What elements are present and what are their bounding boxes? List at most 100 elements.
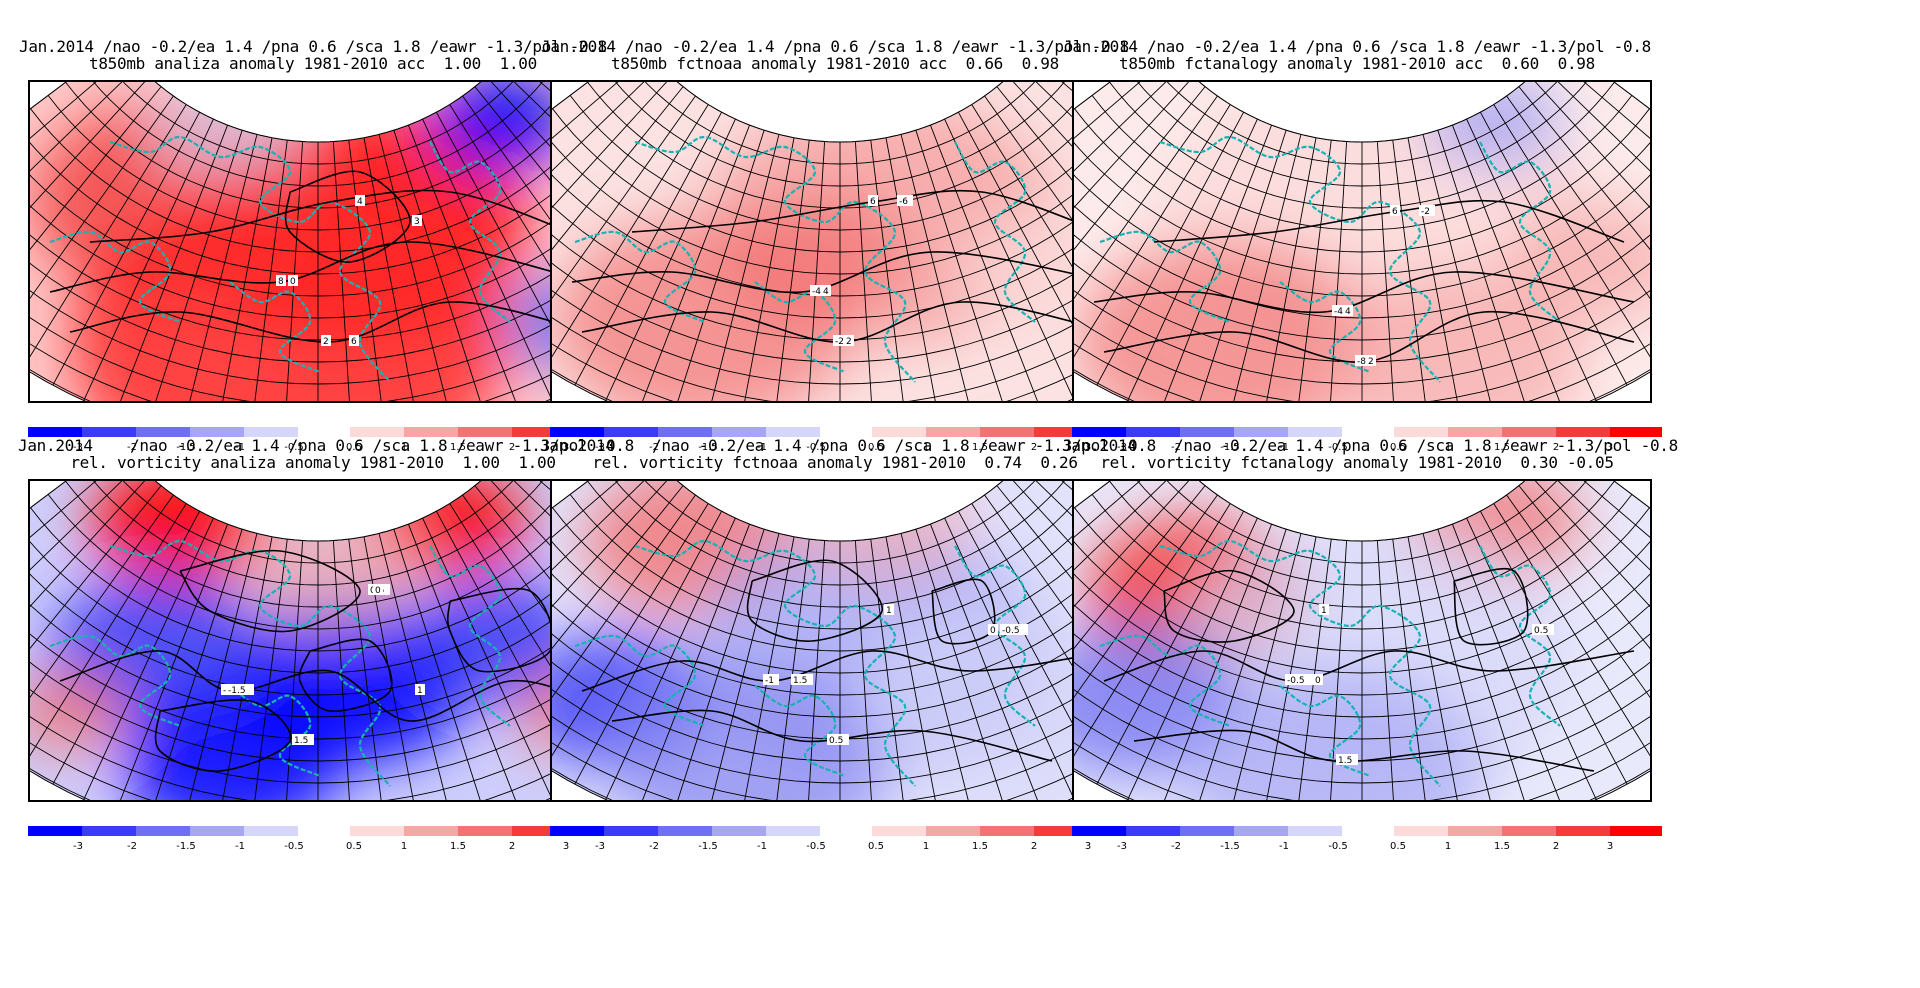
map-svg: -0.5 0.5 1 1.5 0 — [1074, 481, 1650, 800]
parallel-line — [1074, 121, 1650, 275]
meridian-line — [393, 130, 501, 401]
contour-label: -4 — [812, 287, 821, 297]
panel-vort-fctanalogy: Jan.2014 /nao -0.2/ea 1.4 /pna 0.6 /sca … — [1062, 437, 1678, 877]
parallel-line — [552, 108, 1128, 253]
parallel-line — [65, 481, 571, 608]
colorbar-svg: -3 -2 -1.5 -1 -0.5 0.5 1 1.5 2 3 — [550, 826, 1140, 852]
meridian-line — [552, 481, 672, 735]
meridian-line — [885, 137, 951, 401]
meridian-line — [1466, 118, 1614, 401]
coastlines — [574, 135, 1036, 383]
contour-line — [59, 650, 591, 722]
colorbar: -3 -2 -1.5 -1 -0.5 0.5 1 1.5 2 3 — [550, 826, 1140, 856]
colorbar-tick-label: 0.5 — [868, 841, 884, 852]
meridian-line — [657, 130, 765, 401]
meridian-line — [378, 533, 465, 800]
panel-title-line1: Jan.2014 /nao -0.2/ea 1.4 /pna 0.6 /sca … — [540, 436, 1156, 455]
meridian-line — [552, 86, 684, 360]
contour-label-bg — [288, 275, 298, 286]
meridian-line — [407, 523, 536, 800]
meridian-line — [30, 481, 139, 709]
coastlines — [574, 539, 1036, 787]
coastline — [574, 230, 706, 324]
contour-label-bg — [821, 285, 831, 296]
colorbar-swatch — [136, 826, 190, 836]
colorbar-tick-label: 1 — [923, 841, 929, 852]
colorbar-swatch — [1610, 427, 1662, 437]
contour-label: 2 — [846, 337, 852, 347]
colorbar-tick-label: -0.5 — [284, 442, 304, 453]
colorbar-tick-label: -1.5 — [176, 442, 196, 453]
panel-title-line2: t850mb fctanalogy anomaly 1981-2010 acc … — [1119, 54, 1595, 73]
contour-label: -2 — [1421, 207, 1430, 217]
graticule — [30, 82, 606, 401]
parallel-line — [1091, 95, 1633, 231]
colorbar-tick-label: 3 — [1607, 442, 1613, 453]
contour-labels: -8 -4 -2 2 4 6 — [1332, 205, 1435, 367]
meridian-line — [555, 510, 723, 800]
parallel-line — [1109, 82, 1615, 209]
coastline — [49, 230, 181, 324]
colorbar-tick-label: -1.5 — [698, 841, 718, 852]
colorbar-tick-label: -2 — [1171, 841, 1181, 852]
anomaly-region — [1504, 199, 1650, 325]
contour-label-bg — [1313, 674, 1323, 685]
meridian-line — [1518, 86, 1650, 360]
contour-line — [581, 650, 1113, 692]
map-frame: -8 -4 -2 2 4 6 — [1072, 80, 1652, 403]
parallel-line — [569, 494, 1111, 630]
map-sector: 2 0 4 3 6 8 — [30, 82, 606, 401]
meridian-line — [1074, 104, 1231, 401]
meridian-line — [588, 118, 736, 401]
colorbar-swatch — [872, 427, 926, 437]
colorbar-tick-label: 1 — [401, 841, 407, 852]
contour-label-bg — [1419, 205, 1435, 216]
meridian-line — [30, 481, 129, 682]
colorbar-swatch — [1448, 826, 1502, 836]
colorbar-swatch — [350, 826, 404, 836]
colorbar-tick-label: 1.5 — [972, 442, 988, 453]
graticule — [30, 481, 606, 800]
contour-label-bg — [373, 584, 383, 595]
meridian-line — [588, 517, 736, 800]
colorbar-swatch — [404, 427, 458, 437]
colorbar-svg: -3 -2 -1.5 -1 -0.5 0.5 1 1.5 2 3 — [1072, 826, 1662, 852]
contour-label-bg — [833, 335, 849, 346]
colorbar-swatch — [926, 826, 980, 836]
meridian-line — [378, 134, 465, 401]
anomaly-region — [240, 508, 420, 634]
colorbar-swatch — [1556, 826, 1610, 836]
colorbar: -3 -2 -1.5 -1 -0.5 0.5 1 1.5 2 3 — [550, 427, 1140, 457]
meridian-line — [1074, 503, 1231, 800]
contour-label-bg — [791, 674, 813, 685]
meridian-line — [1551, 481, 1650, 682]
parallel-line — [1144, 82, 1580, 165]
meridian-line — [552, 481, 651, 682]
meridian-line — [1518, 485, 1650, 759]
contour-line — [1103, 650, 1635, 682]
meridian-line — [1074, 82, 1173, 283]
colorbar-swatch — [1034, 826, 1088, 836]
colorbar-swatch — [1394, 826, 1448, 836]
parallel-line — [604, 481, 1076, 586]
parallel-line — [1074, 520, 1650, 674]
meridian-line — [30, 485, 162, 759]
contour-label: -0.5 — [1002, 626, 1020, 636]
meridian-line — [802, 540, 826, 800]
contour-label: 6 — [351, 337, 357, 347]
colorbar-swatch — [28, 826, 82, 836]
coastline — [574, 634, 706, 728]
meridian-line — [552, 485, 684, 759]
meridian-line — [30, 95, 174, 382]
contour-line — [447, 587, 554, 673]
contour-label-bg — [1532, 624, 1554, 635]
colorbar-swatch — [1288, 826, 1342, 836]
meridian-line — [100, 124, 229, 401]
colorbar-tick-label: -1.5 — [1220, 841, 1240, 852]
contour-label: -4 — [1334, 307, 1343, 317]
contour-label-bg — [226, 684, 254, 695]
meridian-line — [552, 494, 696, 781]
panel-t850-fctanalogy: Jan.2014 /nao -0.2/ea 1.4 /pna 0.6 /sca … — [1062, 38, 1662, 478]
parallel-line — [1109, 481, 1615, 608]
parallel-line — [100, 481, 536, 564]
